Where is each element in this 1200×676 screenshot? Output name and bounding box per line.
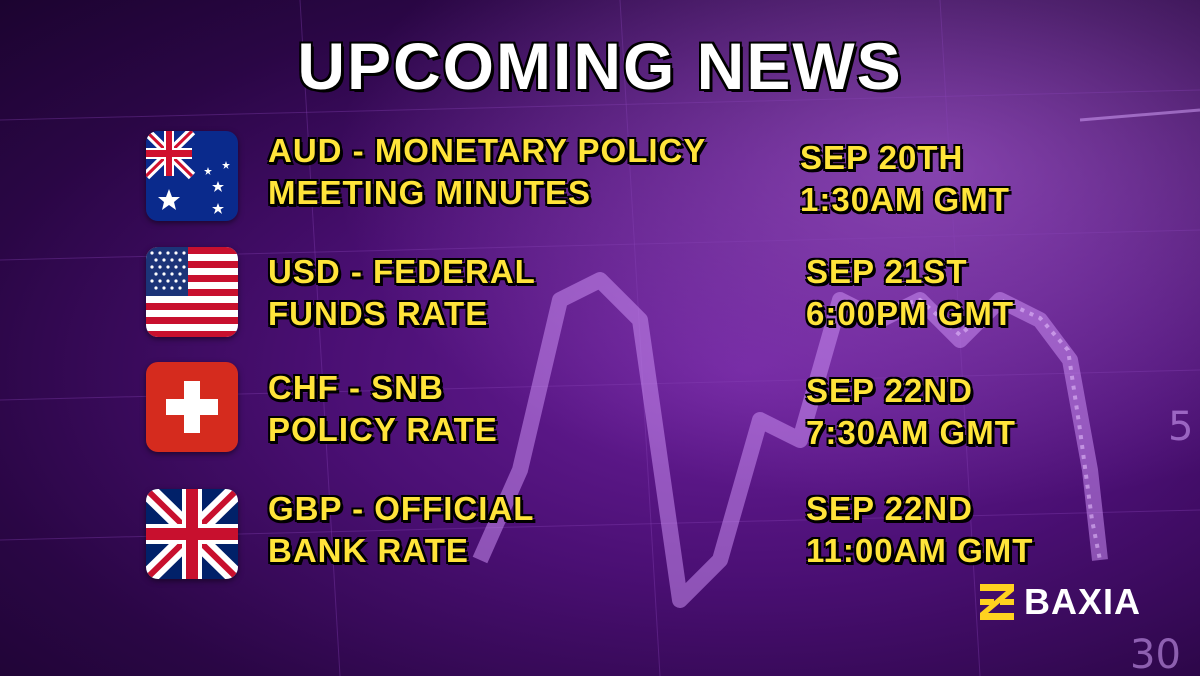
event-time: 7:30AM GMT xyxy=(806,414,1016,451)
event-time: 11:00AM GMT xyxy=(806,532,1034,569)
event-name: USD - FEDERAL FUNDS RATE xyxy=(268,251,536,335)
event-name-line2: MEETING MINUTES xyxy=(268,174,592,211)
event-name-line1: CHF - SNB xyxy=(268,369,444,406)
event-name-line1: GBP - OFFICIAL xyxy=(268,490,535,527)
event-datetime: SEP 22ND 7:30AM GMT xyxy=(806,370,1016,454)
switzerland-flag-icon xyxy=(146,362,238,452)
event-time: 6:00PM GMT xyxy=(806,295,1015,332)
australia-flag-icon xyxy=(146,131,238,221)
event-name-line2: POLICY RATE xyxy=(268,411,498,448)
event-datetime: SEP 22ND 11:00AM GMT xyxy=(806,488,1033,572)
event-name: CHF - SNB POLICY RATE xyxy=(268,367,498,451)
event-datetime: SEP 20TH 1:30AM GMT xyxy=(800,137,1010,221)
usa-flag-icon xyxy=(146,247,238,337)
baxia-logo-icon xyxy=(980,584,1014,620)
event-date: SEP 22ND xyxy=(806,490,973,527)
event-name-line1: USD - FEDERAL xyxy=(268,253,536,290)
svg-text:5: 5 xyxy=(1168,404,1193,450)
event-name: GBP - OFFICIAL BANK RATE xyxy=(268,488,534,572)
event-time: 1:30AM GMT xyxy=(800,181,1010,218)
event-date: SEP 21ST xyxy=(806,253,968,290)
event-name: AUD - MONETARY POLICY MEETING MINUTES xyxy=(268,130,706,214)
event-name-line2: BANK RATE xyxy=(268,532,469,569)
svg-text:30: 30 xyxy=(1130,632,1181,676)
event-datetime: SEP 21ST 6:00PM GMT xyxy=(806,251,1014,335)
event-date: SEP 20TH xyxy=(800,139,964,176)
page-title: UPCOMING NEWS xyxy=(297,29,903,103)
event-name-line1: AUD - MONETARY POLICY xyxy=(268,132,707,169)
event-name-line2: FUNDS RATE xyxy=(268,295,489,332)
event-date: SEP 22ND xyxy=(806,372,973,409)
baxia-logo: BAXIA xyxy=(978,580,1141,624)
brand-name: BAXIA xyxy=(1024,581,1142,622)
uk-flag-icon xyxy=(146,489,238,579)
